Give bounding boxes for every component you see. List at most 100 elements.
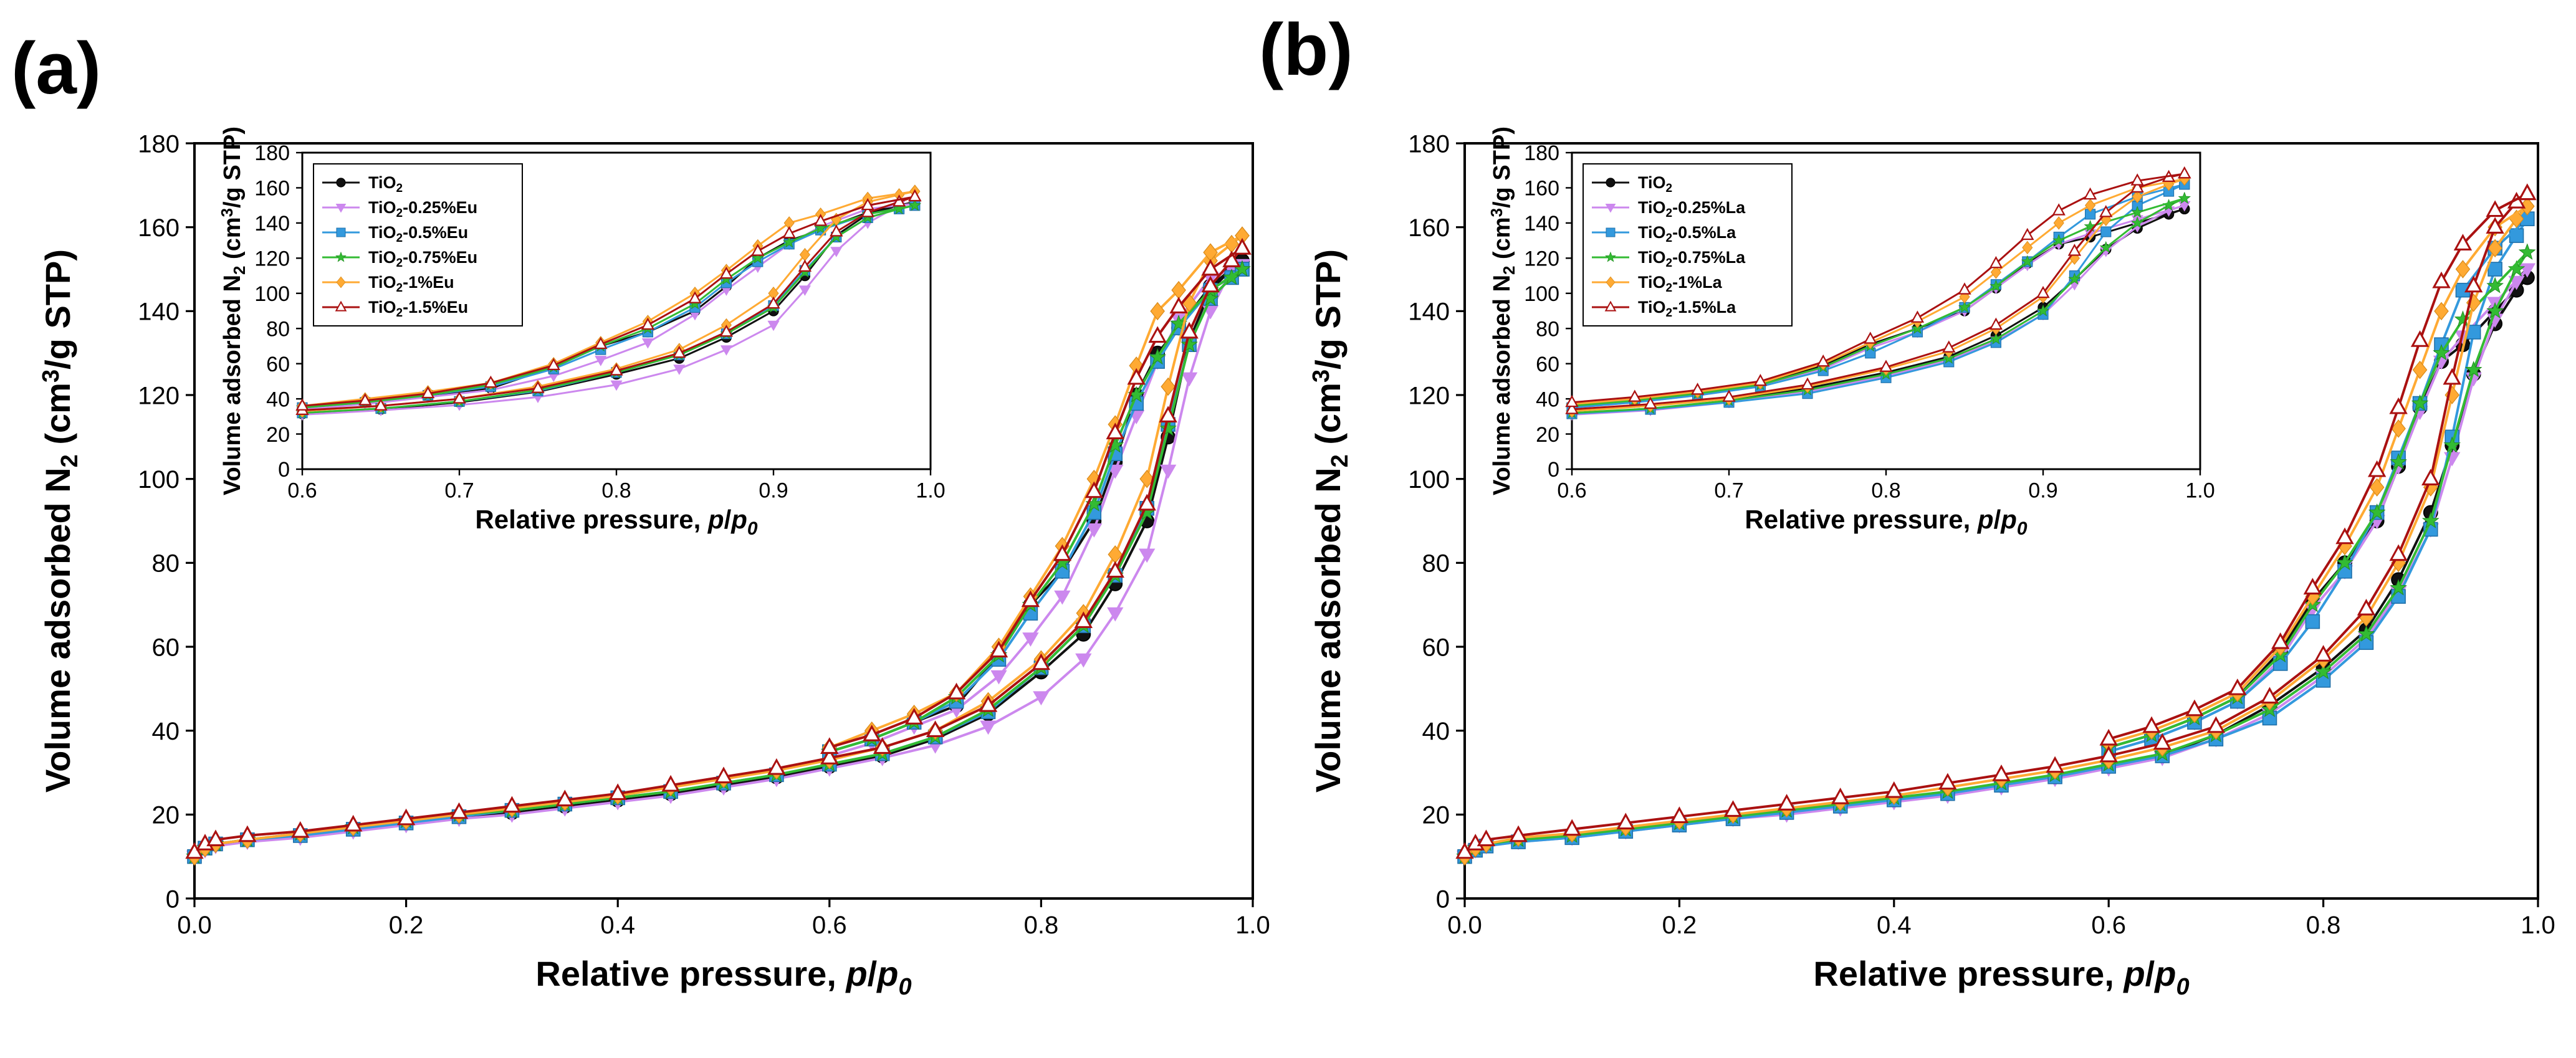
inset-data-point <box>2022 241 2033 255</box>
main-data-point <box>926 720 945 738</box>
main-data-point <box>1150 302 1165 321</box>
inset-data-point <box>861 198 874 211</box>
legend-label-base: TiO <box>368 248 396 267</box>
inset-x-axis-label-slash: / <box>724 505 732 534</box>
inset-y-tick-label: 140 <box>254 212 290 236</box>
inset-y-tick-label: 100 <box>1524 282 1559 306</box>
main-y-tick-label: 60 <box>152 634 180 661</box>
y-axis-label-text: Volume adsorbed N <box>38 467 77 793</box>
main-data-point <box>1201 259 1220 276</box>
legend-label-sub: 2 <box>1666 282 1673 295</box>
main-data-point <box>1159 419 1177 436</box>
inset-data-point <box>1690 383 1705 395</box>
legend-label: TiO2-0.25%Eu <box>368 198 477 220</box>
inset-data-point <box>641 338 654 349</box>
inset-y-tick-label: 0 <box>278 458 290 482</box>
main-data-point <box>1107 607 1124 622</box>
inset-y-tick-label: 0 <box>1548 458 1559 482</box>
y-axis-label-mid: (cm <box>1308 383 1348 454</box>
inset-data-point <box>641 317 655 330</box>
main-data-point <box>1563 819 1581 836</box>
inset-data-point <box>1644 396 1657 409</box>
inset-data-point <box>358 393 372 406</box>
x-axis-label-text: Relative pressure, <box>1813 954 2124 993</box>
main-x-tick-label: 0.0 <box>177 912 212 939</box>
inset-x-tick-label: 0.6 <box>287 479 317 503</box>
inset-data-point <box>2178 201 2191 212</box>
main-y-tick-label: 0 <box>166 885 180 913</box>
inset-data-point <box>1990 265 2001 279</box>
inset-x-axis-label: Relative pressure, p/p0 <box>475 505 758 539</box>
chart-panel-b: (b)0.0 0.2 0.4 0.6 0.8 1.00204060801001201401… <box>1259 9 2555 1000</box>
main-data-point <box>1159 406 1177 423</box>
main-y-tick-label: 20 <box>152 802 180 829</box>
inset-data-point <box>783 236 796 248</box>
inset-x-axis-label-text: Relative pressure, <box>475 505 708 534</box>
main-data-point <box>1159 464 1177 479</box>
legend-label: TiO2-1.5%Eu <box>368 298 468 320</box>
main-data-point <box>820 737 839 754</box>
main-data-point <box>2314 662 2332 680</box>
main-data-point <box>343 814 363 832</box>
legend-marker <box>336 178 346 188</box>
main-y-tick-label: 40 <box>1422 718 1450 745</box>
main-data-point <box>2390 579 2407 596</box>
main-data-point <box>767 758 786 775</box>
x-axis-label-slash: / <box>868 954 878 993</box>
legend-entry: TiO2-0.75%La <box>1592 248 1746 270</box>
main-data-point <box>1148 326 1167 343</box>
main-data-point <box>1885 781 1903 798</box>
x-axis-label-p: p <box>845 954 867 993</box>
inset-data-point <box>1801 377 1814 390</box>
inset-y-axis-label-mid: (cm <box>1489 217 1515 265</box>
main-data-point <box>2443 436 2461 453</box>
inset-data-point <box>2130 180 2144 193</box>
inset-data-point <box>1958 282 1971 295</box>
legend-entry: TiO2-1.5%Eu <box>322 298 468 320</box>
inset-y-tick-label: 60 <box>1536 353 1559 376</box>
main-data-point <box>2486 277 2504 293</box>
inset-x-tick-label: 0.6 <box>1557 479 1586 503</box>
legend-label-suffix: -1%Eu <box>403 273 454 292</box>
main-data-point <box>1455 842 1474 859</box>
main-x-tick-label: 0.4 <box>1877 912 1912 939</box>
legend: TiO2TiO2-0.25%LaTiO2-0.5%LaTiO2-0.75%LaT… <box>1582 163 1793 326</box>
main-y-tick-label: 160 <box>138 214 180 242</box>
main-y-tick-label: 160 <box>1408 214 1450 242</box>
main-y-tick-label: 0 <box>1436 885 1450 913</box>
inset-data-point <box>594 336 608 350</box>
inset-data-point <box>2036 304 2050 317</box>
main-data-point <box>2099 728 2118 746</box>
legend-label-sub: 2 <box>396 182 403 195</box>
legend-label: TiO2-0.5%La <box>1638 223 1736 245</box>
legend-label-sub: 2 <box>396 207 403 220</box>
inset-y-axis-label: Volume adsorbed N2 (cm3/g STP) <box>218 126 249 495</box>
chart-panel-a: (a)0.0 0.2 0.4 0.6 0.8 1.00204060801001201401… <box>11 27 1270 1000</box>
inset-y-tick-label: 140 <box>1524 212 1559 236</box>
inset-data-point <box>547 358 560 371</box>
legend-entry: TiO2-1%La <box>1592 273 1723 295</box>
inset-data-point <box>531 381 545 393</box>
legend-frame <box>1582 163 1793 326</box>
inset-data-point <box>1565 394 1579 407</box>
main-data-point <box>1161 377 1175 396</box>
inset-y-axis-label-sub2: 2 <box>1500 266 1518 275</box>
legend-label-base: TiO <box>368 173 396 192</box>
legend-label-suffix: -0.5%Eu <box>403 223 468 242</box>
inset-data-point <box>595 356 607 366</box>
main-data-point <box>1509 825 1528 842</box>
inset-data-point <box>2068 272 2081 285</box>
main-data-point <box>2185 699 2204 717</box>
main-data-point <box>1169 297 1188 313</box>
inset-y-tick-label: 20 <box>266 423 290 447</box>
inset-y-tick-label: 100 <box>254 282 290 306</box>
inset-data-point <box>1958 300 1971 313</box>
main-data-point <box>1137 493 1156 511</box>
main-data-point <box>1054 590 1071 605</box>
main-data-point <box>2421 512 2440 528</box>
main-data-point <box>2142 716 2161 733</box>
main-data-point <box>661 774 680 792</box>
inset-y-axis-label-sup3: 3 <box>218 208 236 217</box>
main-y-tick-label: 80 <box>1422 550 1450 578</box>
main-y-tick-label: 20 <box>1422 802 1450 829</box>
